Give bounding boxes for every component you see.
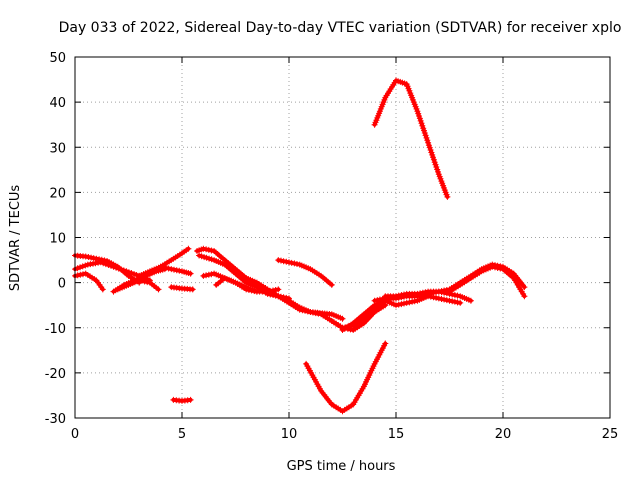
- series-line: [304, 341, 388, 414]
- y-tick-label: 50: [49, 51, 66, 66]
- series-s20: [371, 77, 451, 200]
- y-tick-label: -20: [45, 367, 66, 382]
- y-tick-label: 30: [49, 141, 66, 156]
- y-tick-label: -30: [45, 412, 66, 427]
- series-s10: [196, 252, 346, 322]
- series-markers: [371, 77, 451, 200]
- y-tick-label: 20: [49, 186, 66, 201]
- series-markers: [157, 263, 194, 277]
- series-markers: [303, 340, 389, 415]
- series-s5: [114, 277, 162, 293]
- series-markers: [275, 257, 335, 288]
- series-markers: [446, 263, 528, 300]
- y-tick-label: -10: [45, 322, 66, 337]
- grid: [75, 57, 610, 418]
- y-tick-label: 0: [58, 277, 66, 292]
- y-tick-label: 40: [49, 96, 66, 111]
- series-markers: [328, 302, 389, 333]
- series-s8: [168, 284, 196, 293]
- series-markers: [170, 396, 194, 404]
- series-s6: [136, 245, 192, 279]
- series-s18: [446, 263, 528, 300]
- x-axis-label: GPS time / hours: [287, 459, 396, 474]
- series-s19: [328, 302, 389, 333]
- ticks: 0 5 10 15 20 25 -30 -20 -10 0 10 20 30 40 50: [45, 51, 619, 442]
- x-tick-label: 0: [71, 427, 79, 442]
- x-tick-label: 10: [281, 427, 298, 442]
- y-tick-label: 10: [49, 232, 66, 247]
- series-s3: [72, 270, 106, 293]
- series-s7: [157, 263, 194, 277]
- x-tick-label: 20: [495, 427, 512, 442]
- series-markers: [168, 284, 196, 293]
- series-s21: [303, 340, 389, 415]
- x-tick-label: 15: [388, 427, 405, 442]
- x-tick-label: 25: [602, 427, 619, 442]
- data-layer: [72, 77, 528, 415]
- x-tick-label: 5: [178, 427, 186, 442]
- y-axis-label: SDTVAR / TECUs: [8, 185, 23, 292]
- chart-title: Day 033 of 2022, Sidereal Day-to-day VTE…: [59, 20, 622, 36]
- series-s15: [339, 293, 464, 333]
- series-s14: [275, 257, 335, 288]
- series-s22: [170, 396, 194, 404]
- series-markers: [114, 277, 162, 293]
